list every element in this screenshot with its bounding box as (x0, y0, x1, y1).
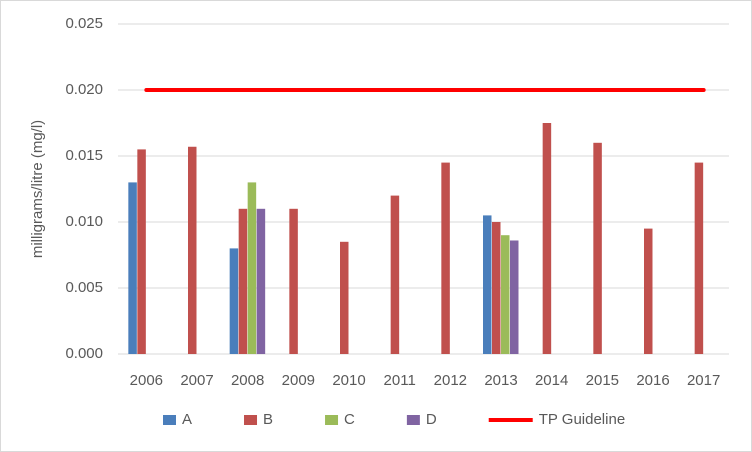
y-tick-label: 0.005 (65, 279, 103, 296)
y-tick-label: 0.025 (65, 15, 103, 32)
bar (256, 208, 266, 354)
bar (492, 222, 501, 354)
bar (238, 208, 248, 354)
legend-label: D (426, 411, 437, 428)
bar (128, 182, 137, 354)
bar (483, 215, 492, 354)
x-tick-label: 2010 (332, 372, 365, 389)
y-tick-label: 0.020 (65, 81, 103, 98)
bar (229, 248, 239, 354)
x-tick-label: 2007 (180, 372, 213, 389)
bar (694, 162, 704, 354)
x-tick-label: 2017 (687, 372, 720, 389)
legend-swatch (325, 415, 339, 425)
x-tick-label: 2014 (535, 372, 568, 389)
bar (542, 123, 552, 354)
x-tick-label: 2008 (231, 372, 264, 389)
legend-label: TP Guideline (539, 411, 625, 428)
bar (188, 146, 197, 354)
bar (289, 208, 298, 354)
bar (137, 149, 146, 354)
y-tick-label: 0.010 (65, 213, 103, 230)
bar (510, 240, 519, 354)
legend-label: A (182, 411, 192, 428)
x-tick-label: 2011 (384, 372, 416, 389)
bar (441, 162, 450, 354)
x-tick-label: 2012 (434, 372, 467, 389)
bar (247, 182, 257, 354)
x-tick-label: 2009 (282, 372, 315, 389)
y-tick-label: 0.000 (65, 345, 103, 362)
legend-swatch (163, 415, 176, 425)
x-tick-label: 2015 (586, 372, 619, 389)
x-tick-label: 2013 (484, 372, 517, 389)
bar (390, 195, 400, 354)
bar (644, 228, 653, 354)
y-tick-label: 0.015 (65, 147, 103, 164)
bar (593, 142, 602, 354)
y-axis-label: milligrams/litre (mg/l) (29, 120, 46, 258)
bar (501, 235, 510, 354)
legend-label: C (344, 411, 355, 428)
x-tick-label: 2016 (636, 372, 669, 389)
legend-label: B (263, 411, 273, 428)
legend-swatch (244, 415, 258, 425)
bar (340, 241, 349, 354)
x-tick-label: 2006 (130, 372, 163, 389)
legend-swatch (406, 415, 420, 425)
